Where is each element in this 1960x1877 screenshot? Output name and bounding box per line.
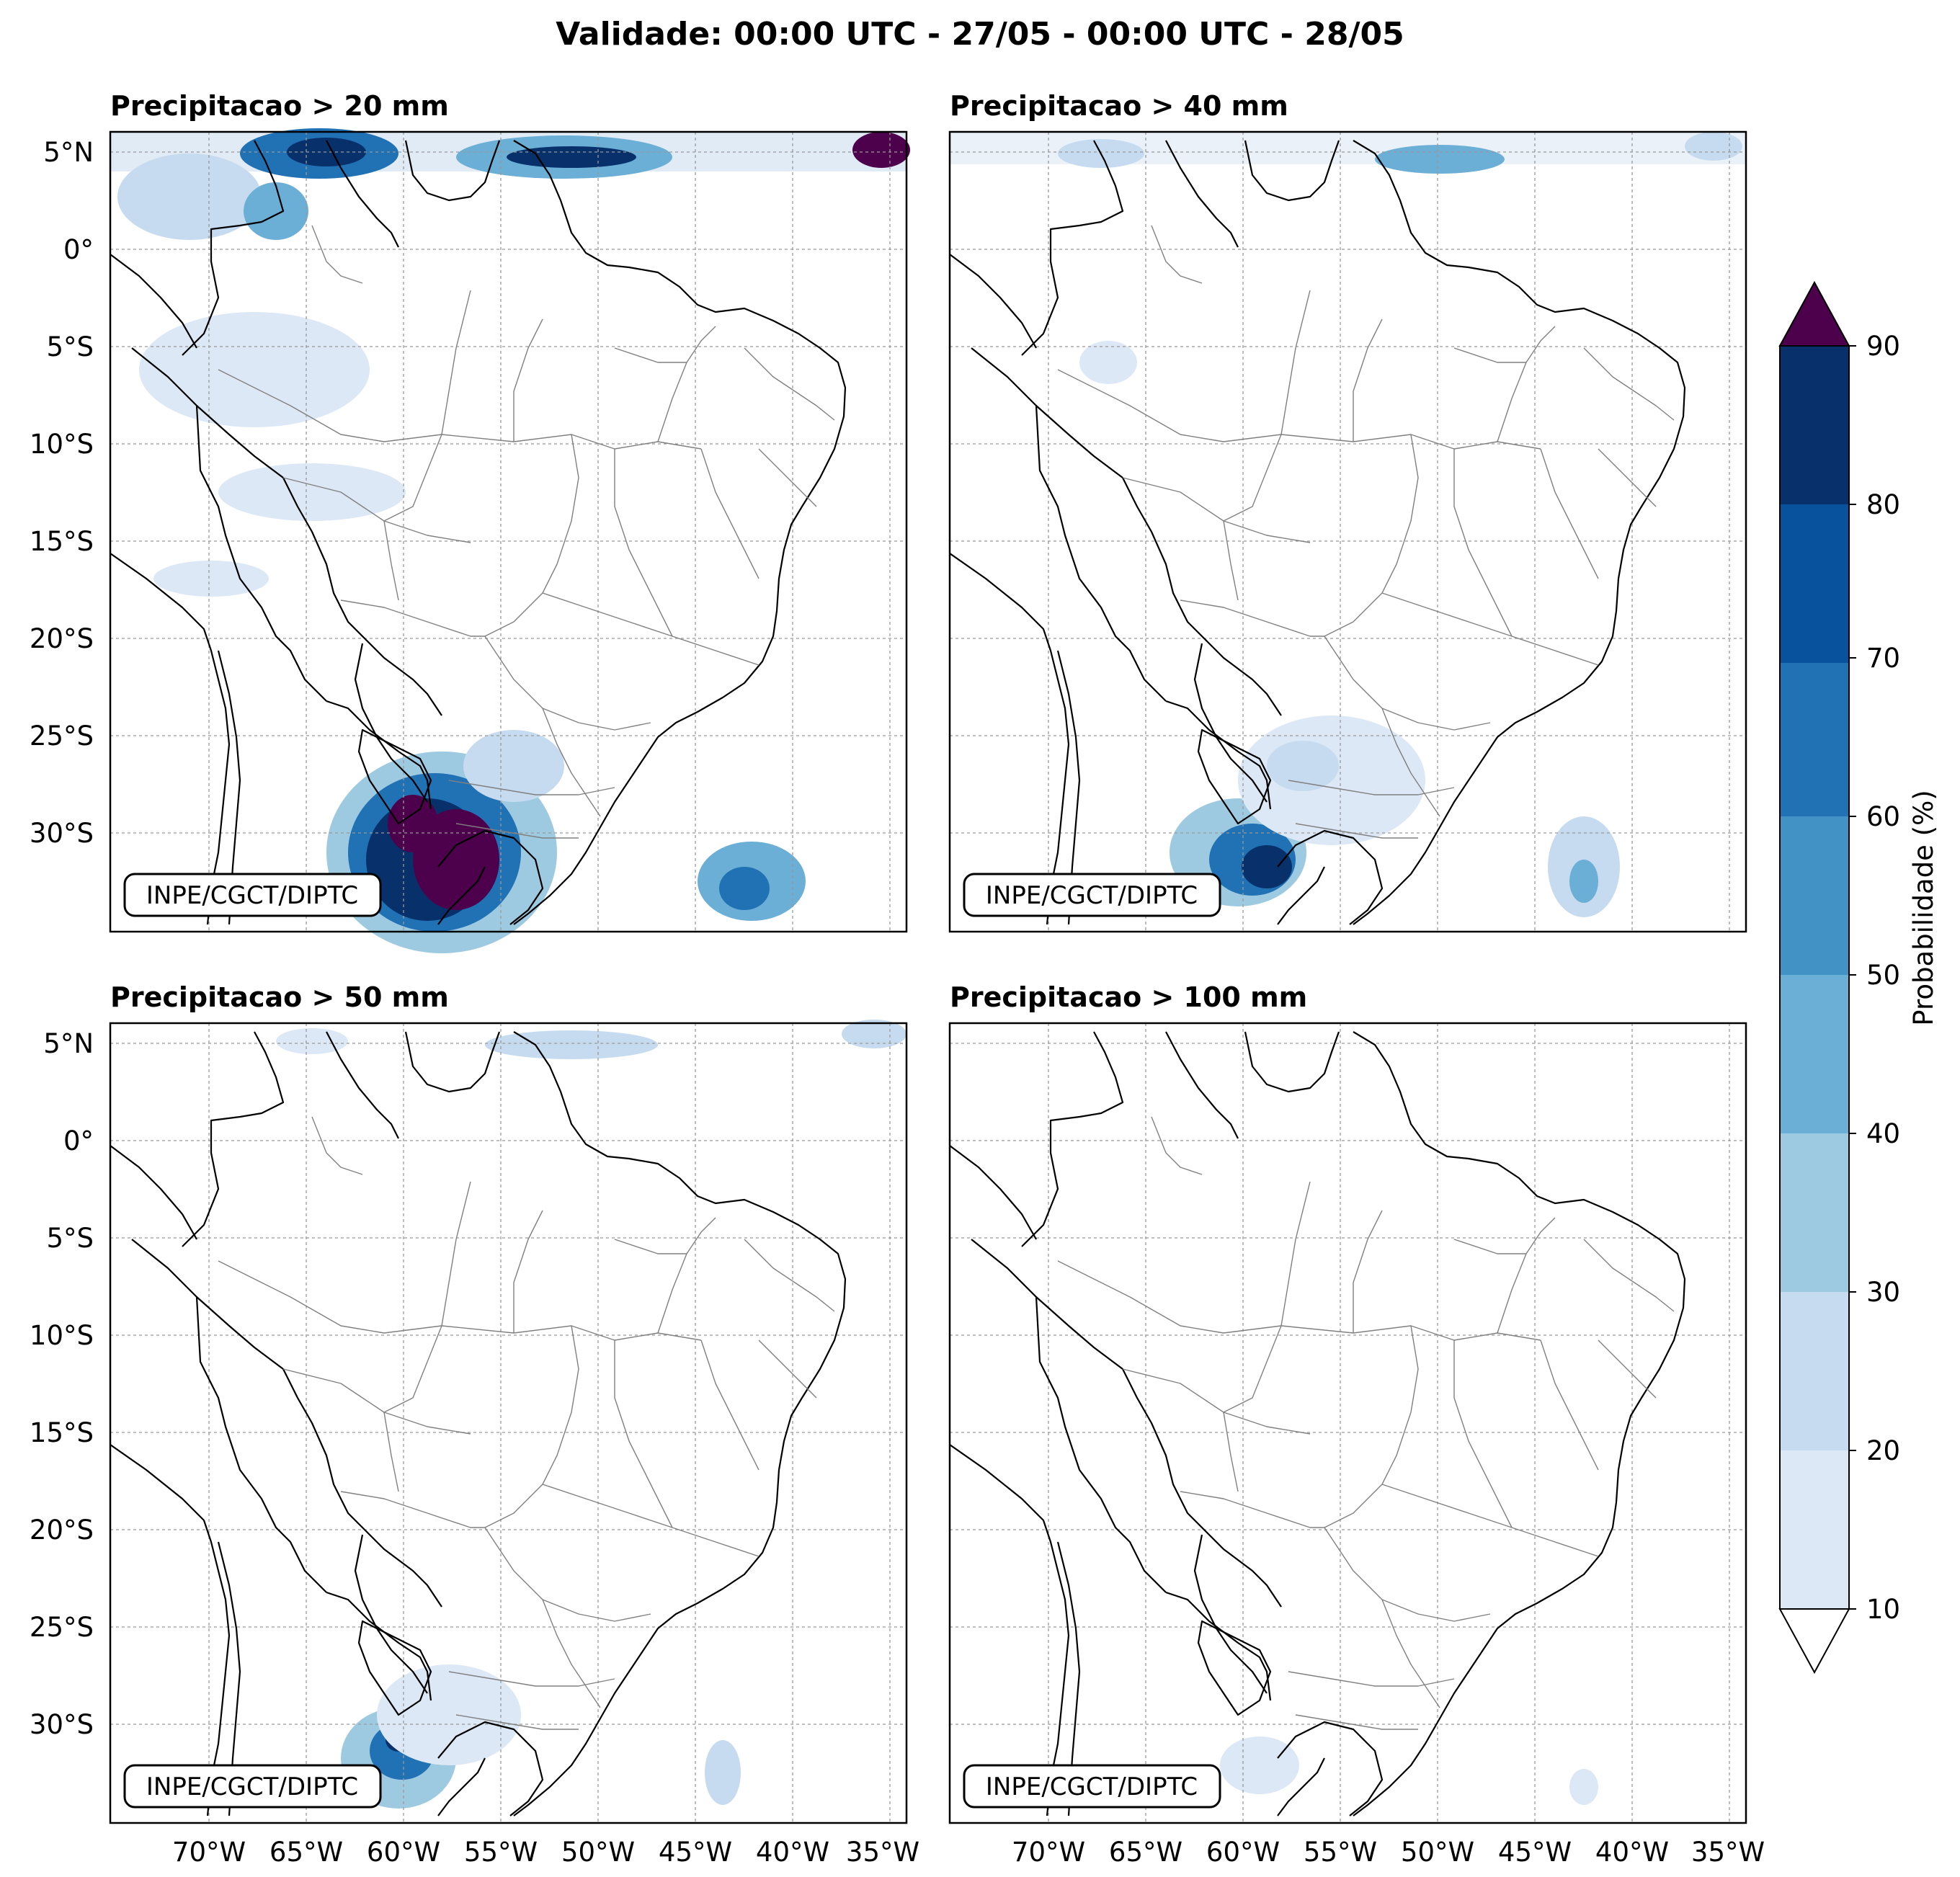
lat-tick: 5°S — [46, 1223, 94, 1254]
lon-ticks-left: 70°W 65°W 60°W 55°W 50°W 45°W 40°W 35°W — [172, 1837, 919, 1868]
lon-tick: 55°W — [1304, 1837, 1377, 1868]
lon-tick: 60°W — [367, 1837, 440, 1868]
credit-text: INPE/CGCT/DIPTC — [146, 881, 358, 910]
map-panel-20mm: INPE/CGCT/DIPTC — [109, 128, 910, 953]
lat-tick: 15°S — [30, 1417, 94, 1448]
lon-tick: 45°W — [1498, 1837, 1572, 1868]
map-panel-40mm: INPE/CGCT/DIPTC — [948, 130, 1747, 933]
colorbar-segment — [1780, 658, 1849, 816]
lon-tick: 55°W — [464, 1837, 538, 1868]
lat-tick: 5°N — [43, 137, 94, 168]
map-frame — [948, 130, 1747, 933]
map-panel-50mm: INPE/CGCT/DIPTC — [109, 1020, 908, 1824]
panel-title-100mm: Precipitacao > 100 mm — [950, 981, 1308, 1013]
map-panel-100mm: INPE/CGCT/DIPTC — [948, 1022, 1747, 1824]
lon-tick: 70°W — [172, 1837, 246, 1868]
colorbar-segment — [1780, 1292, 1849, 1450]
lon-tick: 60°W — [1206, 1837, 1280, 1868]
colorbar-tick: 10 — [1866, 1594, 1900, 1625]
colorbar-segment — [1780, 1450, 1849, 1609]
colorbar-segment — [1780, 504, 1849, 663]
lon-tick: 40°W — [756, 1837, 829, 1868]
colorbar-label: Probabilidade (%) — [1908, 790, 1939, 1025]
colorbar-tick: 40 — [1866, 1118, 1900, 1149]
lat-tick: 15°S — [30, 526, 94, 557]
colorbar-segment — [1780, 346, 1849, 504]
lat-tick: 10°S — [30, 1320, 94, 1351]
lat-ticks-top: 5°N 0° 5°S 10°S 15°S 20°S 25°S 30°S — [30, 137, 94, 849]
colorbar-under-triangle — [1778, 1608, 1850, 1675]
credit-box: INPE/CGCT/DIPTC — [963, 1764, 1221, 1809]
lon-tick: 50°W — [561, 1837, 635, 1868]
colorbar-tick: 90 — [1866, 331, 1900, 362]
lon-tick: 35°W — [1691, 1837, 1765, 1868]
credit-box: INPE/CGCT/DIPTC — [123, 1764, 382, 1809]
lat-tick: 25°S — [30, 1612, 94, 1643]
credit-text: INPE/CGCT/DIPTC — [986, 1773, 1198, 1801]
colorbar-segment — [1780, 816, 1849, 975]
lon-tick: 70°W — [1012, 1837, 1085, 1868]
credit-text: INPE/CGCT/DIPTC — [986, 881, 1198, 910]
credit-box: INPE/CGCT/DIPTC — [963, 873, 1221, 917]
colorbar-tick: 20 — [1866, 1435, 1900, 1466]
lat-tick: 20°S — [30, 1515, 94, 1546]
lon-tick: 65°W — [1109, 1837, 1182, 1868]
lat-tick: 0° — [63, 234, 94, 265]
lon-tick: 35°W — [846, 1837, 919, 1868]
map-frame — [948, 1022, 1747, 1824]
colorbar-tick: 50 — [1866, 960, 1900, 991]
panel-title-50mm: Precipitacao > 50 mm — [110, 981, 449, 1013]
colorbar-segment — [1780, 975, 1849, 1133]
lat-tick: 20°S — [30, 623, 94, 654]
map-frame — [109, 1022, 908, 1824]
probability-field-100mm — [1220, 1736, 1598, 1805]
colorbar: 10 20 30 40 50 60 70 80 90 Probabilidade… — [1778, 280, 1939, 1675]
panel-title-40mm: Precipitacao > 40 mm — [950, 90, 1288, 122]
figure-title: Validade: 00:00 UTC - 27/05 - 00:00 UTC … — [556, 16, 1404, 53]
lon-tick: 65°W — [270, 1837, 343, 1868]
lat-tick: 5°S — [46, 331, 94, 362]
lat-tick: 5°N — [43, 1028, 94, 1059]
credit-box: INPE/CGCT/DIPTC — [123, 873, 382, 917]
lat-tick: 30°S — [30, 1709, 94, 1740]
panel-title-20mm: Precipitacao > 20 mm — [110, 90, 449, 122]
lat-ticks-bottom: 5°N 0° 5°S 10°S 15°S 20°S 25°S 30°S — [30, 1028, 94, 1740]
credit-text: INPE/CGCT/DIPTC — [146, 1773, 358, 1801]
lat-tick: 25°S — [30, 721, 94, 752]
lon-tick: 45°W — [659, 1837, 732, 1868]
colorbar-tick: 70 — [1866, 643, 1900, 674]
probability-field-50mm — [276, 1020, 906, 1809]
colorbar-tick: 60 — [1866, 801, 1900, 832]
lat-tick: 0° — [63, 1125, 94, 1156]
lon-ticks-right: 70°W 65°W 60°W 55°W 50°W 45°W 40°W 35°W — [1012, 1837, 1765, 1868]
colorbar-tick: 80 — [1866, 489, 1900, 520]
lat-tick: 10°S — [30, 429, 94, 460]
colorbar-segment — [1780, 1133, 1849, 1292]
map-frame — [109, 130, 908, 933]
lat-tick: 30°S — [30, 818, 94, 849]
lon-tick: 50°W — [1401, 1837, 1474, 1868]
colorbar-over-triangle — [1778, 280, 1850, 347]
lon-tick: 40°W — [1595, 1837, 1669, 1868]
colorbar-tick: 30 — [1866, 1277, 1900, 1308]
